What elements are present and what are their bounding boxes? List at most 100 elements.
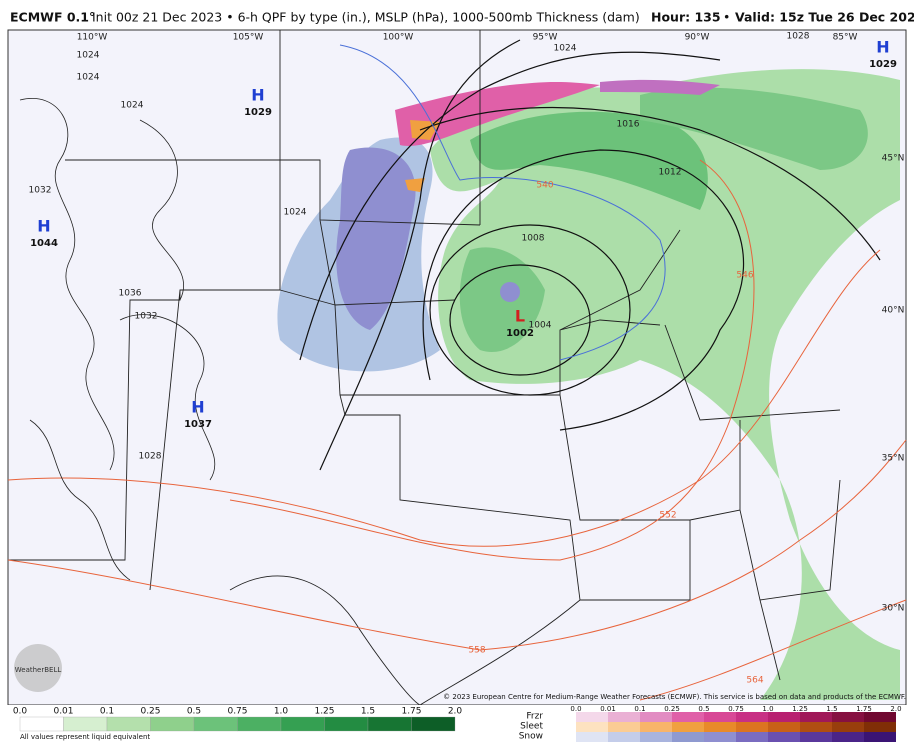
rain-tick-label: 1.0 bbox=[274, 707, 289, 717]
model-name: ECMWF 0.1° bbox=[10, 10, 95, 25]
type-swatch bbox=[672, 712, 704, 722]
isobar-label: 1004 bbox=[529, 321, 552, 331]
pressure-center-value: 1037 bbox=[184, 419, 212, 430]
type-swatch bbox=[864, 732, 896, 742]
mixed-tick-label: 2.0 bbox=[890, 705, 901, 713]
pressure-center-letter: H bbox=[37, 217, 50, 236]
logo: WeatherBELL bbox=[14, 644, 62, 692]
isobar-label: 1024 bbox=[77, 51, 100, 61]
pressure-center-letter: H bbox=[191, 398, 204, 417]
rain-tick-label: 2.0 bbox=[448, 707, 463, 717]
latitude-label: 45°N bbox=[882, 154, 905, 164]
rain-moderate bbox=[640, 87, 868, 170]
isobar-label: 1024 bbox=[77, 73, 100, 83]
type-swatch bbox=[736, 712, 768, 722]
pressure-center-letter: H bbox=[251, 86, 264, 105]
latitude-label: 40°N bbox=[882, 306, 905, 316]
isobar-label: 1024 bbox=[284, 208, 307, 218]
freezing-rain bbox=[600, 79, 720, 95]
type-swatch bbox=[832, 712, 864, 722]
isobar-label: 1016 bbox=[617, 120, 640, 130]
type-swatch bbox=[864, 712, 896, 722]
pressure-center-value: 1002 bbox=[506, 328, 534, 339]
type-swatch bbox=[800, 732, 832, 742]
type-swatch bbox=[608, 732, 640, 742]
type-swatch bbox=[800, 712, 832, 722]
isobar-label: 1032 bbox=[29, 186, 52, 196]
type-swatch bbox=[576, 712, 608, 722]
type-swatch bbox=[800, 722, 832, 732]
thickness-lines bbox=[7, 159, 907, 701]
type-swatch bbox=[768, 722, 800, 732]
mixed-tick-label: 1.25 bbox=[792, 705, 808, 713]
rain-tick-label: 1.5 bbox=[361, 707, 375, 717]
type-swatch bbox=[704, 722, 736, 732]
snow-spot bbox=[500, 282, 520, 302]
legend-note: All values represent liquid equivalent bbox=[20, 733, 150, 741]
rain-swatch bbox=[150, 716, 195, 732]
type-swatch bbox=[832, 722, 864, 732]
isobar-label: 1024 bbox=[121, 101, 144, 111]
rain-swatch bbox=[237, 716, 282, 732]
isobar-label: 1008 bbox=[522, 234, 545, 244]
mixed-tick-label: 0.0 bbox=[570, 705, 581, 713]
longitude-label: 85°W bbox=[833, 33, 858, 43]
map-labels: 110°W 105°W 100°W 95°W 90°W 85°W 45°N 40°N 35°N 3… bbox=[29, 32, 905, 686]
rain-swatch bbox=[19, 716, 64, 732]
type-swatch bbox=[736, 722, 768, 732]
mixed-tick-label: 0.75 bbox=[728, 705, 744, 713]
mixed-tick-label: 1.0 bbox=[762, 705, 773, 713]
isobar-label: 1032 bbox=[135, 312, 158, 322]
type-swatch bbox=[704, 712, 736, 722]
mixed-tick-label: 0.5 bbox=[698, 705, 709, 713]
type-swatch bbox=[832, 732, 864, 742]
isobars bbox=[299, 39, 881, 471]
type-swatch bbox=[608, 712, 640, 722]
sleet bbox=[405, 120, 440, 192]
thickness-label: 552 bbox=[659, 511, 676, 521]
rain-tick-label: 0.75 bbox=[227, 707, 247, 717]
longitude-label: 100°W bbox=[383, 33, 414, 43]
mixed-tick-label: 0.25 bbox=[664, 705, 680, 713]
rain-tick-label: 0.1 bbox=[100, 707, 114, 717]
latitude-label: 30°N bbox=[882, 604, 905, 614]
description: Init 00z 21 Dec 2023 • 6-h QPF by type (… bbox=[92, 10, 640, 25]
type-swatch bbox=[576, 732, 608, 742]
type-swatch bbox=[704, 732, 736, 742]
valid-time: Valid: 15z Tue 26 Dec 2023 bbox=[735, 10, 914, 25]
type-swatch bbox=[736, 732, 768, 742]
thickness-label: 564 bbox=[746, 676, 763, 686]
type-swatch bbox=[640, 712, 672, 722]
isobar-label: 1036 bbox=[119, 289, 142, 299]
precip-type-label: Frzr bbox=[526, 712, 543, 722]
precip-type-label: Sleet bbox=[520, 722, 543, 732]
freezing-rain bbox=[395, 81, 600, 146]
rain-tick-label: 0.25 bbox=[140, 707, 160, 717]
latitude-label: 35°N bbox=[882, 454, 905, 464]
type-swatch bbox=[672, 722, 704, 732]
rain-tick-label: 1.25 bbox=[314, 707, 334, 717]
rain-swatch bbox=[367, 716, 412, 732]
thickness-label: 540 bbox=[536, 181, 553, 191]
mixed-tick-label: 0.1 bbox=[634, 705, 645, 713]
rain-tick-label: 1.75 bbox=[401, 707, 421, 717]
rain-swatch bbox=[193, 716, 238, 732]
legend: All values represent liquid equivalent 0… bbox=[0, 705, 914, 750]
isobar-label: 1028 bbox=[787, 32, 810, 42]
logo-text: WeatherBELL bbox=[15, 666, 62, 674]
mixed-tick-label: 1.75 bbox=[856, 705, 872, 713]
longitude-label: 110°W bbox=[77, 33, 108, 43]
rain-tick-label: 0.5 bbox=[187, 707, 201, 717]
thickness-label: 558 bbox=[468, 646, 485, 656]
pressure-center-value: 1029 bbox=[869, 59, 897, 70]
type-swatch bbox=[640, 732, 672, 742]
rain-tick-label: 0.0 bbox=[13, 707, 28, 717]
type-swatch bbox=[576, 722, 608, 732]
rain-swatch bbox=[106, 716, 151, 732]
rain-tick-label: 0.01 bbox=[53, 707, 73, 717]
borders bbox=[8, 30, 841, 706]
rain-swatch bbox=[63, 716, 108, 732]
mixed-tick-label: 0.01 bbox=[600, 705, 616, 713]
type-swatch bbox=[608, 722, 640, 732]
